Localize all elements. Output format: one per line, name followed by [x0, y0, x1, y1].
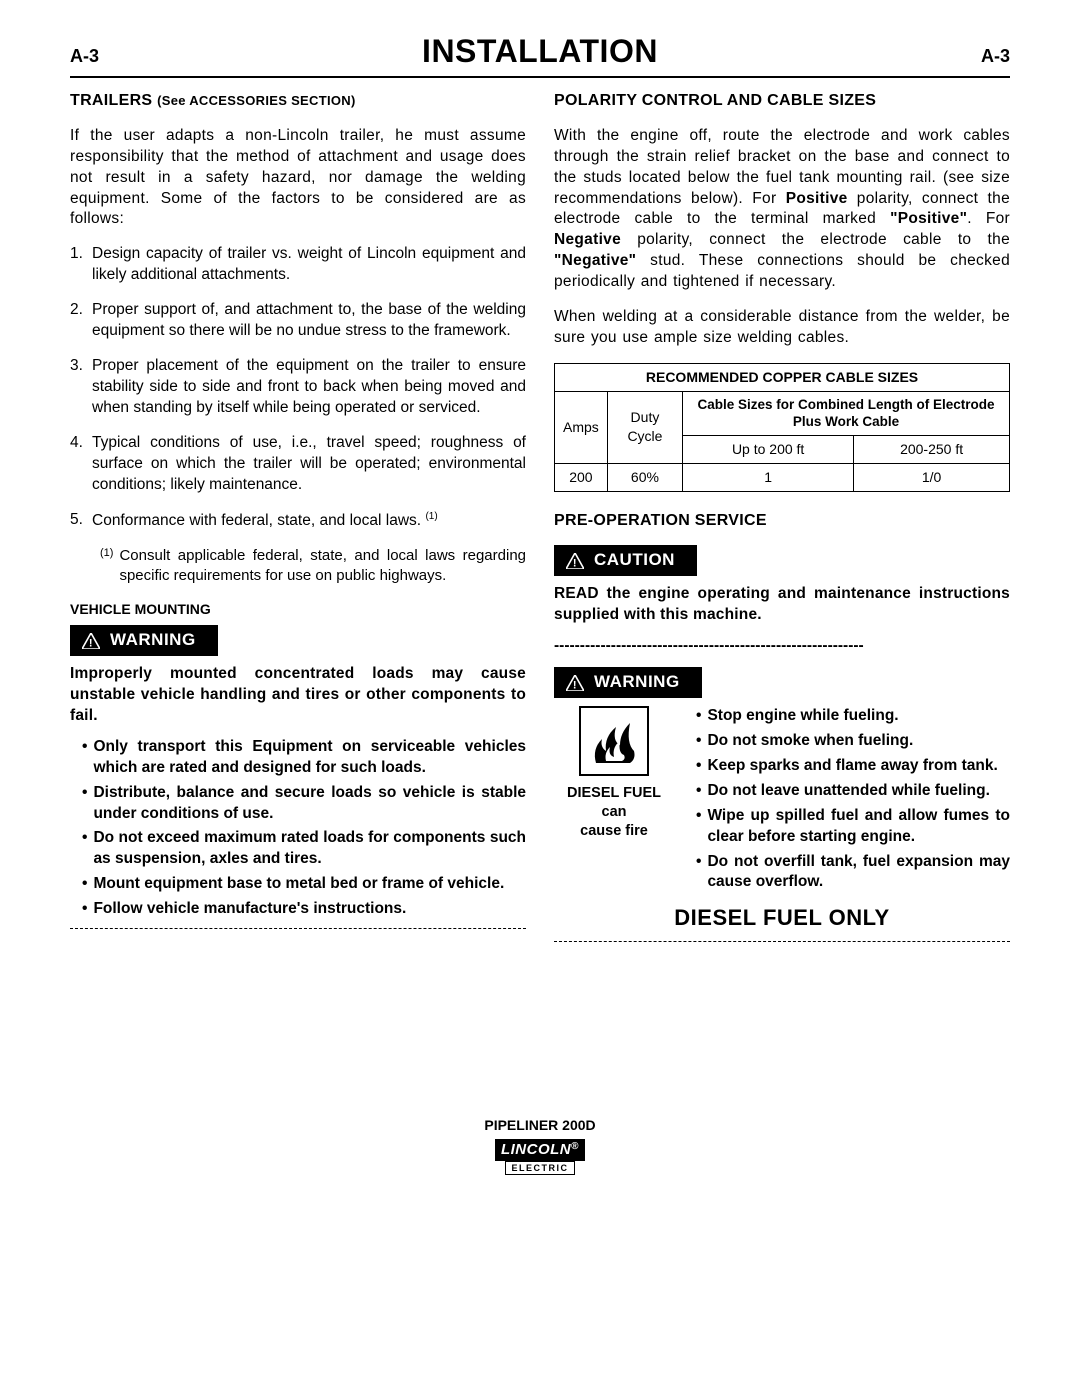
bullet-item: Mount equipment base to metal bed or fra…: [82, 874, 526, 895]
bullet-item: Do not overfill tank, fuel expansion may…: [696, 852, 1010, 894]
footnote-text: Consult applicable federal, state, and l…: [119, 546, 526, 587]
logo-bottom: ELECTRIC: [505, 1161, 575, 1175]
bullet-item: Do not smoke when fueling.: [696, 731, 1010, 752]
trailers-list: 1.Design capacity of trailer vs. weight …: [70, 244, 526, 531]
trailers-heading: TRAILERS (See ACCESSORIES SECTION): [70, 90, 526, 112]
bullet-item: Do not leave unattended while fueling.: [696, 781, 1010, 802]
polarity-para2: When welding at a considerable distance …: [554, 307, 1010, 349]
list-item-text: Design capacity of trailer vs. weight of…: [92, 244, 526, 286]
fuel-label-line: DIESEL FUEL: [554, 784, 674, 803]
table-header: Amps: [555, 391, 608, 463]
right-column: POLARITY CONTROL AND CABLE SIZES With th…: [554, 90, 1010, 956]
table-cell: 1/0: [854, 463, 1010, 491]
bullet-item: Wipe up spilled fuel and allow fumes to …: [696, 806, 1010, 848]
table-header: 200-250 ft: [854, 435, 1010, 463]
warning-label: WARNING: [594, 671, 680, 694]
page-footer: PIPELINER 200D LINCOLN® ELECTRIC: [70, 1116, 1010, 1175]
bullet-item: Distribute, balance and secure loads so …: [82, 783, 526, 825]
diesel-only-heading: DIESEL FUEL ONLY: [554, 903, 1010, 933]
caution-banner: ! CAUTION: [554, 545, 697, 576]
caution-label: CAUTION: [594, 549, 675, 572]
content-columns: TRAILERS (See ACCESSORIES SECTION) If th…: [70, 90, 1010, 956]
fuel-warning-block: DIESEL FUEL can cause fire Stop engine w…: [554, 706, 1010, 897]
list-item-text: Proper support of, and attachment to, th…: [92, 300, 526, 342]
footer-model: PIPELINER 200D: [70, 1116, 1010, 1135]
fuel-bullets: Stop engine while fueling. Do not smoke …: [684, 706, 1010, 893]
svg-text:!: !: [573, 557, 577, 569]
warning-intro: Improperly mounted concentrated loads ma…: [70, 664, 526, 727]
list-item: 5.Conformance with federal, state, and l…: [70, 510, 526, 532]
lincoln-logo: LINCOLN® ELECTRIC: [485, 1139, 595, 1175]
page-num-left: A-3: [70, 44, 99, 68]
table-cell: 60%: [607, 463, 682, 491]
caution-text: READ the engine operating and maintenanc…: [554, 584, 1010, 626]
list-item: 2.Proper support of, and attachment to, …: [70, 300, 526, 342]
table-header: Duty Cycle: [607, 391, 682, 463]
fire-icon: [579, 706, 649, 776]
list-item: 3.Proper placement of the equipment on t…: [70, 356, 526, 419]
table-subhead: Cable Sizes for Combined Length of Elect…: [683, 391, 1010, 435]
warning-banner-left: ! WARNING: [70, 625, 218, 656]
table-title: RECOMMENDED COPPER CABLE SIZES: [555, 364, 1010, 392]
bullet-item: Follow vehicle manufacture's instruction…: [82, 899, 526, 920]
svg-text:!: !: [573, 679, 577, 691]
fuel-right: Stop engine while fueling. Do not smoke …: [684, 706, 1010, 897]
bullet-item: Only transport this Equipment on service…: [82, 737, 526, 779]
vehicle-mounting-heading: VEHICLE MOUNTING: [70, 600, 526, 619]
fuel-label-line: can: [554, 803, 674, 822]
polarity-para1: With the engine off, route the electrode…: [554, 126, 1010, 293]
warning-banner-right: ! WARNING: [554, 667, 702, 698]
warning-triangle-icon: !: [82, 633, 100, 649]
warning-label: WARNING: [110, 629, 196, 652]
bullet-item: Stop engine while fueling.: [696, 706, 1010, 727]
fuel-left: DIESEL FUEL can cause fire: [554, 706, 674, 841]
trailers-heading-sub: (See ACCESSORIES SECTION): [157, 93, 355, 108]
list-item-text: Proper placement of the equipment on the…: [92, 356, 526, 419]
preop-heading: PRE-OPERATION SERVICE: [554, 510, 1010, 532]
divider: ----------------------------------------…: [554, 636, 1010, 657]
list-item-text: Typical conditions of use, i.e., travel …: [92, 433, 526, 496]
svg-text:!: !: [89, 637, 93, 649]
cable-sizes-table: RECOMMENDED COPPER CABLE SIZES Amps Duty…: [554, 363, 1010, 492]
trailers-heading-main: TRAILERS: [70, 92, 152, 109]
table-cell: 200: [555, 463, 608, 491]
table-cell: 1: [683, 463, 854, 491]
warning-triangle-icon: !: [566, 553, 584, 569]
page-header: A-3 INSTALLATION A-3: [70, 30, 1010, 78]
divider: [70, 928, 526, 929]
logo-top: LINCOLN®: [495, 1139, 585, 1161]
footnote-mark: (1): [100, 546, 113, 587]
table-header: Up to 200 ft: [683, 435, 854, 463]
bullet-item: Do not exceed maximum rated loads for co…: [82, 828, 526, 870]
footnote: (1) Consult applicable federal, state, a…: [100, 546, 526, 587]
trailers-intro: If the user adapts a non-Lincoln trailer…: [70, 126, 526, 231]
page-title: INSTALLATION: [422, 30, 658, 73]
page-num-right: A-3: [981, 44, 1010, 68]
warning-bullets-left: Only transport this Equipment on service…: [70, 737, 526, 920]
polarity-heading: POLARITY CONTROL AND CABLE SIZES: [554, 90, 1010, 112]
warning-triangle-icon: !: [566, 675, 584, 691]
list-item: 1.Design capacity of trailer vs. weight …: [70, 244, 526, 286]
divider: [554, 941, 1010, 942]
list-item-text: Conformance with federal, state, and loc…: [92, 510, 438, 532]
bullet-item: Keep sparks and flame away from tank.: [696, 756, 1010, 777]
fuel-label-line: cause fire: [554, 822, 674, 841]
table-row: 200 60% 1 1/0: [555, 463, 1010, 491]
fuel-label: DIESEL FUEL can cause fire: [554, 784, 674, 841]
list-item: 4.Typical conditions of use, i.e., trave…: [70, 433, 526, 496]
left-column: TRAILERS (See ACCESSORIES SECTION) If th…: [70, 90, 526, 956]
